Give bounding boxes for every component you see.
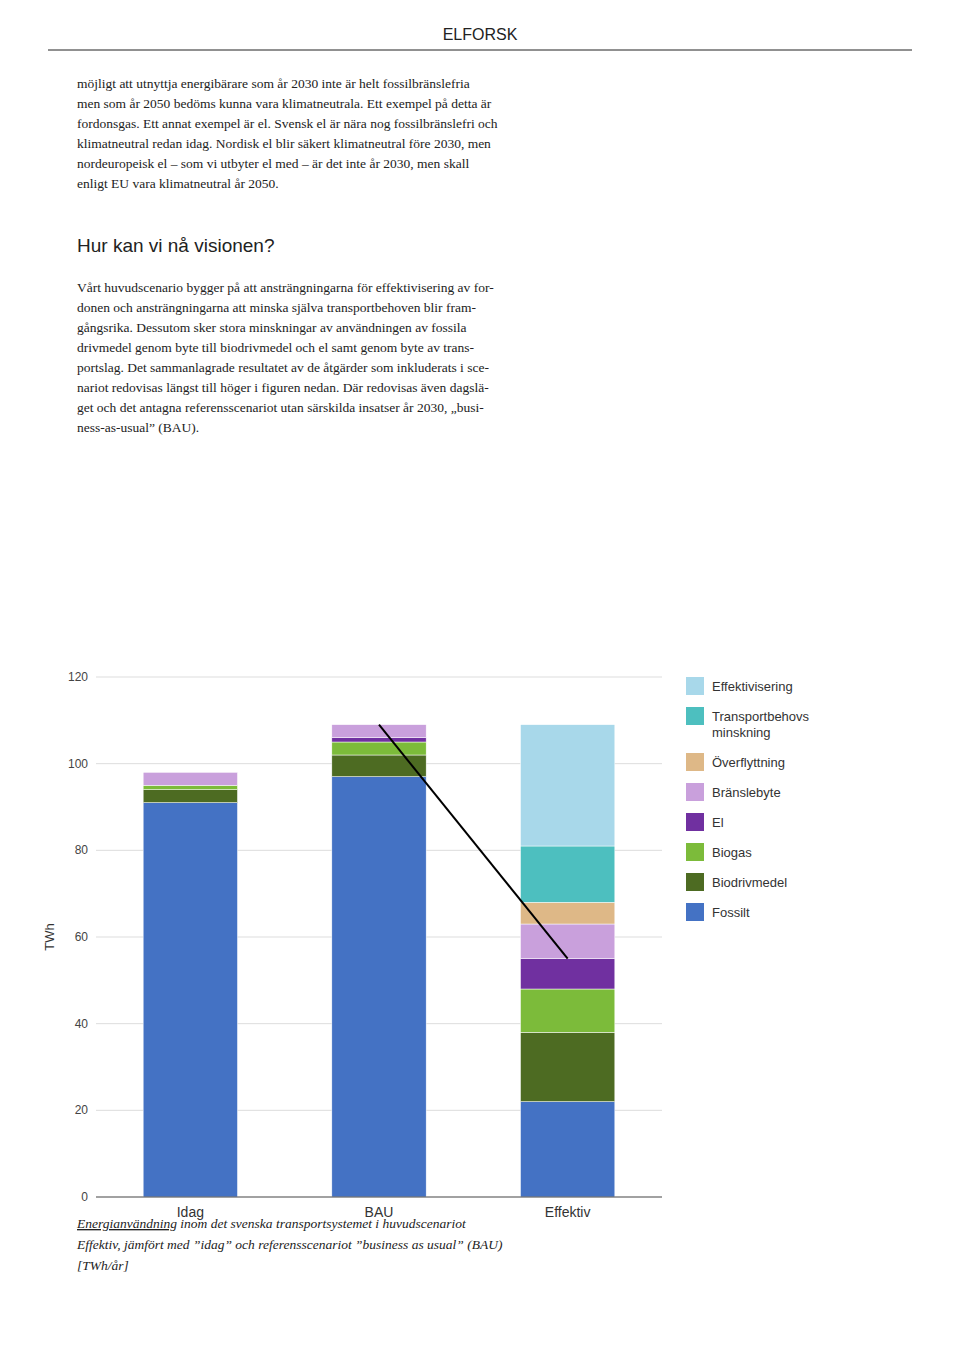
grid-line: [96, 1197, 662, 1198]
background: [0, 0, 960, 1368]
header-rule: [48, 50, 912, 51]
page: ELFORSK möjligt att utnyttja energibärare…: [0, 0, 960, 1368]
y-axis-label: TWh: [42, 923, 57, 950]
bar-segment: [521, 725, 615, 846]
bar-segment: [143, 772, 237, 773]
legend-swatch: [686, 813, 704, 831]
legend-label: Biogas: [712, 845, 752, 860]
legend-swatch: [686, 843, 704, 861]
bar-segment: [521, 989, 615, 1032]
y-tick-label: 100: [68, 757, 88, 771]
bar-segment: [521, 902, 615, 924]
bar-segment: [332, 777, 426, 1197]
bar-segment: [143, 785, 237, 789]
y-tick-label: 40: [75, 1017, 89, 1031]
bar-segment: [143, 772, 237, 785]
header: ELFORSK: [443, 26, 518, 43]
bar-segment: [143, 803, 237, 1197]
bar-segment: [143, 790, 237, 803]
caption: [TWh/år]: [77, 1258, 129, 1273]
y-tick-label: 120: [68, 670, 88, 684]
y-tick-label: 80: [75, 843, 89, 857]
grid-line: [96, 677, 662, 678]
legend-label: Biodrivmedel: [712, 875, 787, 890]
y-tick-label: 20: [75, 1103, 89, 1117]
x-tick-label: Effektiv: [545, 1204, 591, 1220]
bar-segment: [521, 924, 615, 959]
legend-label: Bränslebyte: [712, 785, 781, 800]
caption: Energianvändning inom det svenska transp…: [76, 1216, 467, 1231]
body-text: Vårt huvudscenario bygger på att ansträn…: [77, 280, 494, 435]
legend-label: Överflyttning: [712, 755, 785, 770]
bars: [143, 725, 615, 1197]
bar-segment: [332, 742, 426, 755]
y-tick-label: 0: [81, 1190, 88, 1204]
legend-label: El: [712, 815, 724, 830]
body-text: möjligt att utnyttja energibärare som år…: [77, 76, 498, 191]
legend-swatch: [686, 783, 704, 801]
bar-segment: [521, 846, 615, 902]
legend: Effektivisering Transportbehovsminskning Ö…: [686, 677, 810, 921]
bar-segment: [332, 738, 426, 742]
bar-segment: [143, 772, 237, 773]
legend-swatch: [686, 753, 704, 771]
bar-segment: [521, 1032, 615, 1101]
legend-swatch: [686, 873, 704, 891]
legend-swatch: [686, 903, 704, 921]
bar-segment: [143, 772, 237, 773]
legend-label: Transportbehovsminskning: [712, 709, 810, 740]
legend-swatch: [686, 677, 704, 695]
trend-line: [379, 725, 568, 959]
legend-label: Effektivisering: [712, 679, 793, 694]
legend-label: Fossilt: [712, 905, 750, 920]
legend-swatch: [686, 707, 704, 725]
bar-segment: [332, 725, 426, 738]
x-axis-line: [96, 1197, 662, 1198]
caption: Effektiv, jämfört med ”idag” och referen…: [76, 1237, 503, 1252]
bar-segment: [521, 1102, 615, 1197]
chart: 020406080100120TWhIdagBAUEffektivEffekti…: [42, 670, 810, 1220]
bar-segment: [521, 959, 615, 989]
y-tick-label: 60: [75, 930, 89, 944]
subheading: Hur kan vi nå visionen?: [77, 235, 275, 256]
